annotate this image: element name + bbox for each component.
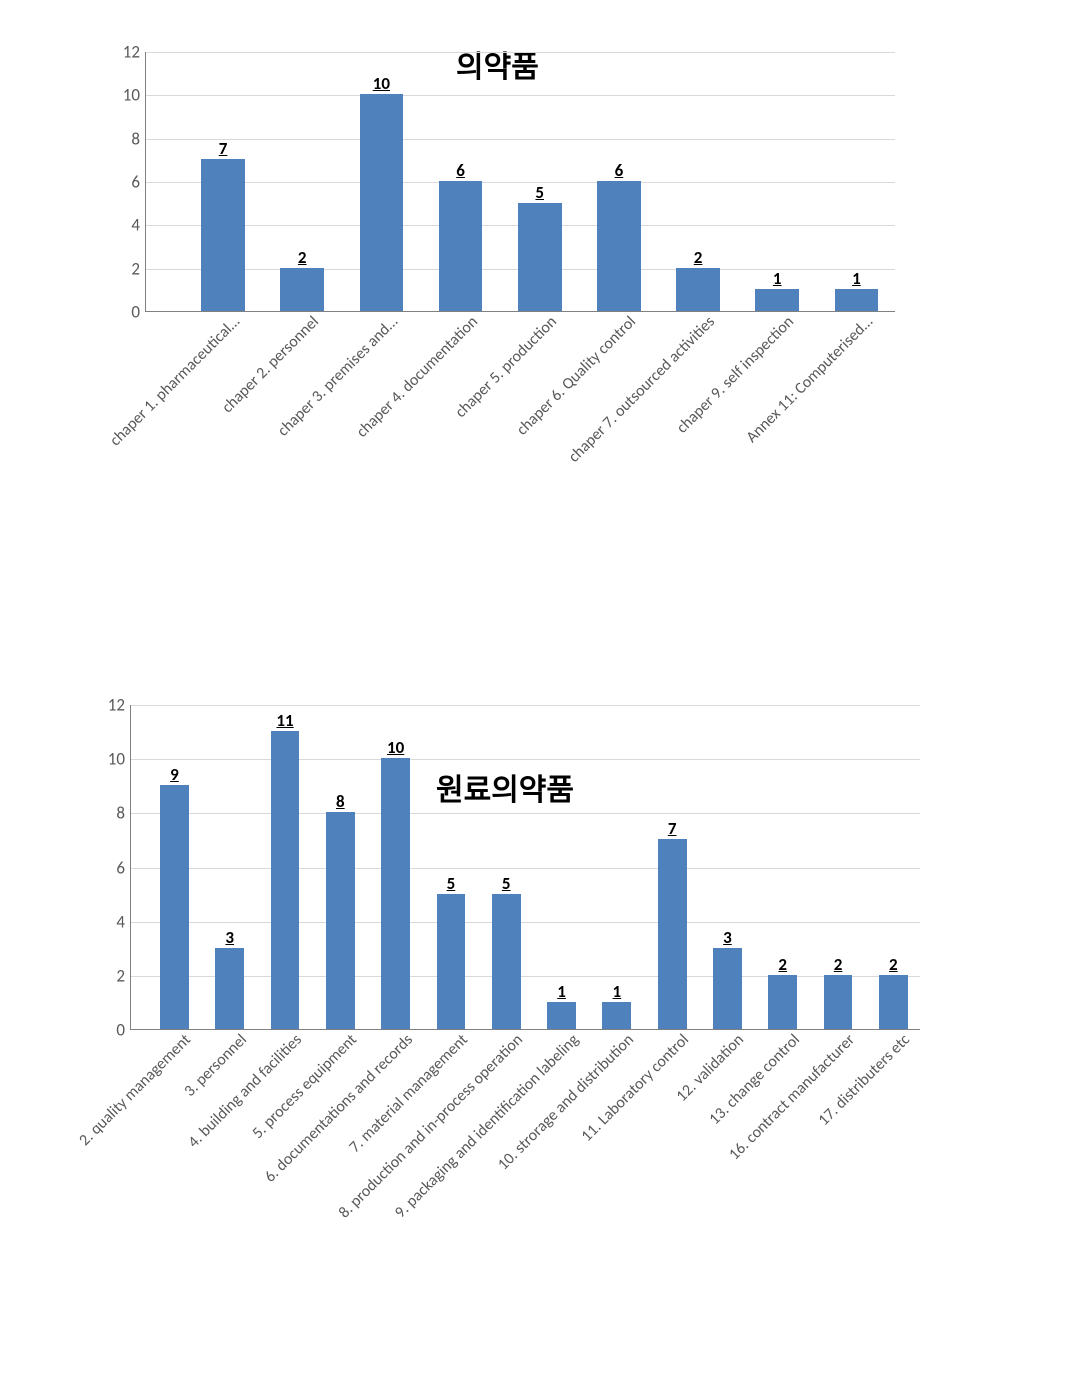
chart1-ytick-label: 4	[131, 215, 146, 236]
chart2-bar: 1	[547, 1002, 576, 1029]
chart1-gridline	[146, 95, 895, 96]
chart2-ytick-label: 2	[116, 965, 131, 986]
chart2-bar: 7	[658, 839, 687, 1029]
chart2-bar: 10	[381, 758, 410, 1029]
chart2-bar-value-label: 2	[778, 954, 787, 975]
chart1-ytick-label: 6	[131, 172, 146, 193]
chart1-bar-value-label: 7	[219, 138, 228, 159]
chart1-ytick-label: 0	[131, 302, 146, 323]
chart1-bar: 2	[280, 268, 324, 311]
chart1-bar: 6	[439, 181, 483, 311]
chart2-bar: 5	[492, 894, 521, 1029]
chart1-bar: 6	[597, 181, 641, 311]
chart2-bar: 2	[879, 975, 908, 1029]
chart2-bar-value-label: 2	[889, 954, 898, 975]
chart1-bar: 1	[835, 289, 879, 311]
chart1-bar-value-label: 2	[694, 247, 703, 268]
chart2-bar-value-label: 7	[668, 818, 677, 839]
chart2-bar-value-label: 5	[447, 873, 456, 894]
chart2-bar-value-label: 1	[613, 981, 622, 1002]
chart2-bar: 5	[437, 894, 466, 1029]
chart2-ytick-label: 6	[116, 857, 131, 878]
chart1-ytick-label: 12	[123, 42, 146, 63]
chart2-gridline	[131, 705, 920, 706]
chart1-ytick-label: 10	[123, 85, 146, 106]
chart1-bar-value-label: 2	[298, 247, 307, 268]
chart1-bar-value-label: 6	[615, 160, 624, 181]
chart1-bar: 5	[518, 203, 562, 311]
chart1-gridline	[146, 182, 895, 183]
chart2-bar: 8	[326, 812, 355, 1029]
chart2-bar-value-label: 8	[336, 791, 345, 812]
chart1-bar-value-label: 5	[535, 182, 544, 203]
chart2-ytick-label: 12	[108, 695, 131, 716]
chart1-plot-area: 의약품 0246810127chaper 1. pharmaceutical…2…	[145, 52, 895, 312]
chart2-gridline	[131, 813, 920, 814]
chart1-bar: 10	[360, 94, 404, 311]
chart2-ytick-label: 0	[116, 1020, 131, 1041]
chart2-bar: 2	[768, 975, 797, 1029]
chart1-bar-value-label: 1	[773, 268, 782, 289]
chart2-bar: 9	[160, 785, 189, 1029]
chart2-bar-value-label: 9	[170, 764, 179, 785]
chart2-bar-value-label: 10	[387, 737, 404, 758]
chart2-gridline	[131, 759, 920, 760]
chart1-gridline	[146, 52, 895, 53]
chart2-bar: 2	[824, 975, 853, 1029]
chart1-bar-value-label: 10	[373, 73, 390, 94]
chart1-bar: 7	[201, 159, 245, 311]
chart2-bar: 1	[602, 1002, 631, 1029]
chart2-bar-value-label: 2	[834, 954, 843, 975]
chart2-gridline	[131, 922, 920, 923]
chart1-bar: 2	[676, 268, 720, 311]
chart2-bar-value-label: 11	[276, 710, 293, 731]
chart2-plot-area: 원료의약품 02468101292. quality management33.…	[130, 705, 920, 1030]
chart2-bar: 3	[713, 948, 742, 1029]
chart1-bar-value-label: 1	[852, 268, 861, 289]
chart1-ytick-label: 8	[131, 128, 146, 149]
chart2-bar-value-label: 1	[557, 981, 566, 1002]
chart1-title: 의약품	[456, 42, 539, 86]
chart1-bar: 1	[755, 289, 799, 311]
chart2-ytick-label: 8	[116, 803, 131, 824]
chart2: 원료의약품 02468101292. quality management33.…	[130, 705, 920, 1030]
chart2-title: 원료의약품	[436, 765, 574, 809]
chart2-ytick-label: 4	[116, 911, 131, 932]
page: 의약품 0246810127chaper 1. pharmaceutical…2…	[0, 0, 1069, 1379]
chart2-gridline	[131, 868, 920, 869]
chart1-bar-value-label: 6	[456, 160, 465, 181]
chart1-gridline	[146, 139, 895, 140]
chart2-gridline	[131, 976, 920, 977]
chart1: 의약품 0246810127chaper 1. pharmaceutical…2…	[145, 52, 895, 312]
chart1-ytick-label: 2	[131, 258, 146, 279]
chart2-ytick-label: 10	[108, 749, 131, 770]
chart2-bar-value-label: 3	[225, 927, 234, 948]
chart2-bar-value-label: 5	[502, 873, 511, 894]
chart2-bar: 3	[215, 948, 244, 1029]
chart2-bar-value-label: 3	[723, 927, 732, 948]
chart2-bar: 11	[271, 731, 300, 1029]
